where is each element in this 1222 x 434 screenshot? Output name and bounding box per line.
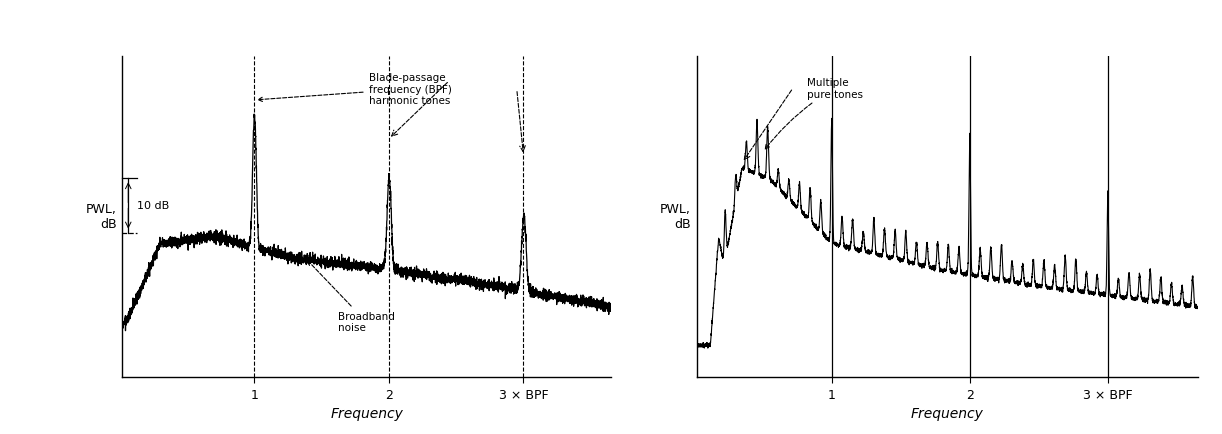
Text: 10 dB: 10 dB [137,201,170,211]
Text: Broadband
noise: Broadband noise [308,261,395,333]
Y-axis label: PWL,
dB: PWL, dB [86,203,116,231]
Y-axis label: PWL,
dB: PWL, dB [660,203,690,231]
Text: Blade-passage
frequency (BPF)
harmonic tones: Blade-passage frequency (BPF) harmonic t… [258,73,451,106]
X-axis label: Frequency: Frequency [910,407,984,421]
X-axis label: Frequency: Frequency [330,407,403,421]
Text: Multiple
pure tones: Multiple pure tones [765,78,863,150]
